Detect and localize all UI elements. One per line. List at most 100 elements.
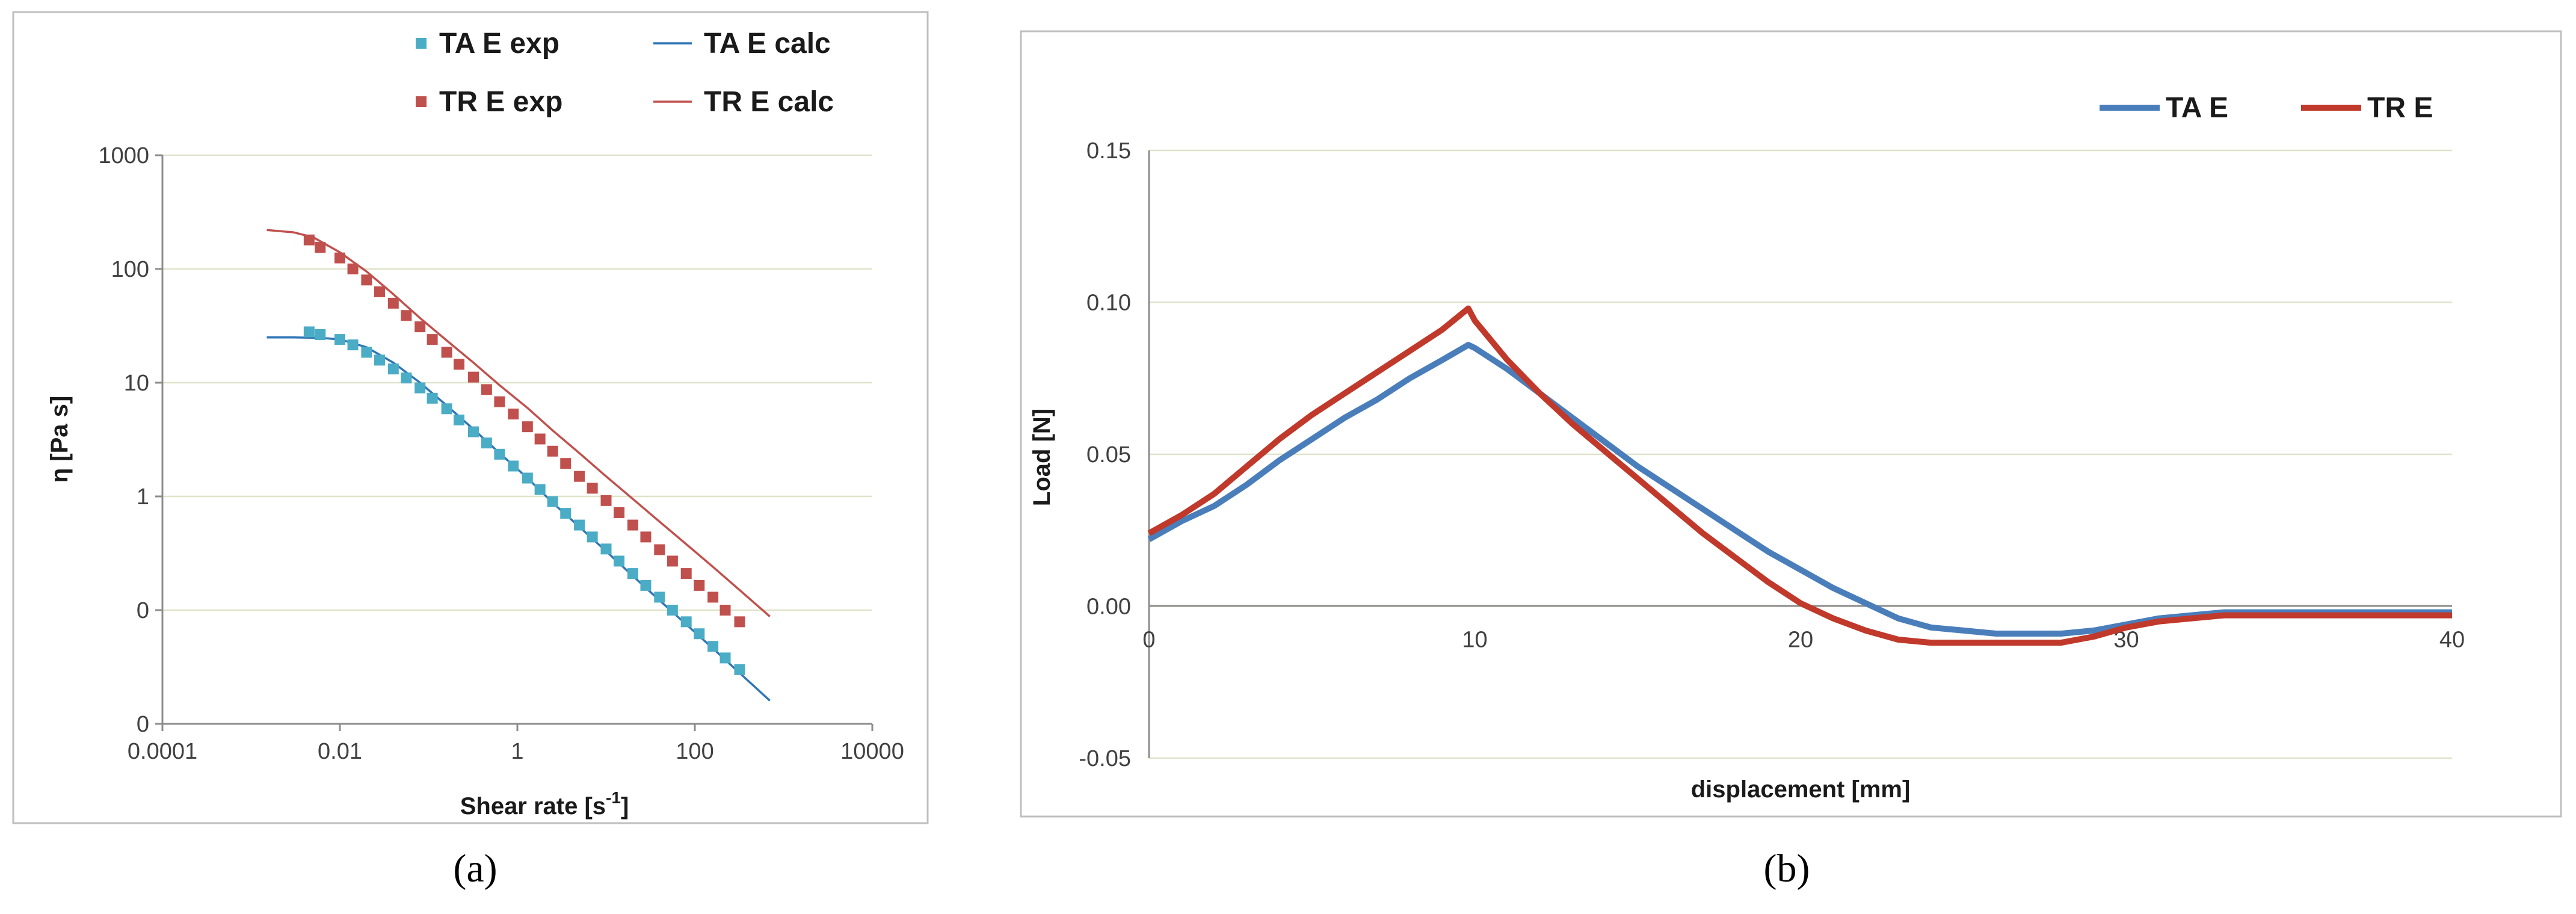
chart-a-x-tick-label: 1: [511, 739, 523, 764]
chart-a-x-tick-label: 0.01: [318, 739, 362, 764]
chart-b-y-tick-label: -0.05: [1079, 746, 1131, 771]
point-tr-e-exp: [401, 310, 412, 321]
chart-a-y-tick-label: 0: [137, 712, 149, 737]
chart-b-x-tick-label: 20: [1788, 628, 1813, 653]
chart-a-x-tick-labels: 0.0001 0.01 1 100 10000: [128, 724, 904, 764]
point-ta-e-exp: [534, 484, 546, 495]
point-ta-e-exp: [667, 605, 678, 616]
chart-a-y-tick-label: 1000: [98, 143, 149, 168]
chart-a-y-tick-label: 0: [137, 598, 149, 623]
point-tr-e-exp: [587, 483, 598, 494]
point-tr-e-exp: [614, 507, 625, 518]
point-tr-e-exp: [734, 616, 745, 628]
point-tr-e-exp: [374, 286, 385, 297]
point-tr-e-exp: [522, 421, 533, 433]
point-tr-e-exp: [694, 579, 705, 591]
point-ta-e-exp: [707, 641, 719, 652]
point-ta-e-exp: [374, 354, 385, 366]
point-tr-e-exp: [315, 242, 326, 253]
point-tr-e-exp: [494, 396, 505, 407]
point-ta-e-exp: [560, 508, 572, 519]
point-tr-e-exp: [574, 471, 585, 482]
point-ta-e-exp: [361, 347, 372, 358]
point-ta-e-exp: [427, 392, 438, 404]
chart-b-frame: [1020, 30, 2562, 818]
chart-a-gridlines: [162, 154, 872, 611]
series-tr-e: [1147, 305, 2452, 646]
point-tr-e-exp: [547, 445, 558, 457]
legend-label-ta-e: TA E: [2166, 92, 2228, 124]
chart-b-series: [1147, 305, 2452, 646]
chart-a-y-axis-label: η [Pa s]: [46, 396, 73, 483]
point-tr-e-exp: [680, 568, 692, 579]
legend-label-ta-e-exp: TA E exp: [439, 28, 559, 60]
point-ta-e-exp: [315, 329, 326, 341]
legend-label-tr-e-exp: TR E exp: [439, 86, 562, 118]
point-tr-e-exp: [347, 264, 359, 274]
point-tr-e-exp: [427, 334, 438, 345]
chart-b-x-tick-label: 40: [2439, 628, 2465, 653]
point-tr-e-exp: [600, 495, 612, 506]
chart-b-y-tick-labels: 0.15 0.10 0.05 0.00 -0.05: [1079, 138, 1131, 771]
panel-label-a: (a): [453, 847, 497, 891]
point-ta-e-exp: [680, 616, 692, 628]
chart-a-x-tick-label: 10000: [840, 739, 904, 764]
chart-b-y-tick-label: 0.05: [1086, 442, 1131, 468]
point-ta-e-exp: [654, 591, 665, 603]
point-ta-e-exp: [574, 519, 585, 531]
chart-a-series: [267, 229, 771, 702]
point-ta-e-exp: [600, 543, 612, 555]
point-ta-e-exp: [401, 372, 412, 384]
point-tr-e-exp: [387, 297, 399, 309]
point-ta-e-exp: [494, 448, 505, 460]
point-tr-e-exp: [640, 531, 652, 543]
chart-b: 0.150.100.050.00-0.05 0 10 20 30 40 Load [N]…: [1020, 30, 2562, 818]
point-tr-e-exp: [707, 591, 719, 603]
point-tr-e-exp: [508, 409, 519, 420]
point-tr-e-exp: [627, 519, 638, 531]
point-tr-e-exp: [468, 371, 479, 383]
point-ta-e-exp: [508, 460, 519, 472]
legend-marker-tr-e-exp: [416, 96, 427, 107]
point-ta-e-exp: [441, 403, 452, 415]
point-tr-e-exp: [654, 544, 665, 555]
point-tr-e-exp: [303, 234, 315, 245]
chart-a-y-tick-label: 1: [137, 484, 149, 510]
chart-a-x-tick-label: 0.0001: [128, 739, 197, 764]
chart-b-x-axis-label: displacement [mm]: [1691, 776, 1911, 803]
chart-a-x-axis-label: Shear rate [s-1]: [460, 788, 629, 820]
point-ta-e-exp: [734, 664, 745, 675]
point-tr-e-exp: [334, 252, 345, 264]
chart-b-legend: TA E TR E: [2100, 92, 2433, 124]
point-ta-e-exp: [547, 496, 558, 507]
legend-label-tr-e-calc: TR E calc: [704, 86, 834, 118]
point-tr-e-exp: [667, 555, 678, 567]
chart-a-frame: [12, 11, 929, 824]
point-ta-e-exp: [468, 426, 479, 437]
point-tr-e-exp: [414, 321, 426, 333]
point-tr-e-exp: [534, 433, 546, 445]
point-ta-e-exp: [522, 472, 533, 484]
legend-label-tr-e: TR E: [2367, 92, 2433, 124]
point-tr-e-exp: [454, 359, 465, 370]
panel-label-b: (b): [1764, 847, 1810, 891]
point-ta-e-exp: [694, 628, 705, 640]
point-ta-e-exp: [481, 437, 492, 449]
point-ta-e-exp: [414, 382, 426, 394]
chart-b-y-tick-label: 0.10: [1086, 291, 1131, 316]
legend-label-ta-e-calc: TA E calc: [704, 28, 831, 60]
point-ta-e-exp: [719, 652, 731, 664]
chart-a-y-tick-labels: 0 0 1 10 100 1000: [98, 143, 162, 737]
chart-b-y-tick-label: 0.00: [1086, 594, 1131, 620]
point-ta-e-exp: [627, 568, 638, 579]
point-tr-e-exp: [481, 384, 492, 395]
point-ta-e-exp: [303, 326, 315, 338]
chart-b-y-tick-label: 0.15: [1086, 138, 1131, 164]
point-tr-e-exp: [441, 347, 452, 358]
chart-a-legend: TA E exp TA E calc TR E exp TR E calc: [416, 28, 834, 118]
point-ta-e-exp: [334, 334, 345, 345]
point-tr-e-exp: [361, 274, 372, 286]
chart-b-x-tick-label: 10: [1462, 628, 1487, 653]
point-ta-e-exp: [454, 414, 465, 425]
